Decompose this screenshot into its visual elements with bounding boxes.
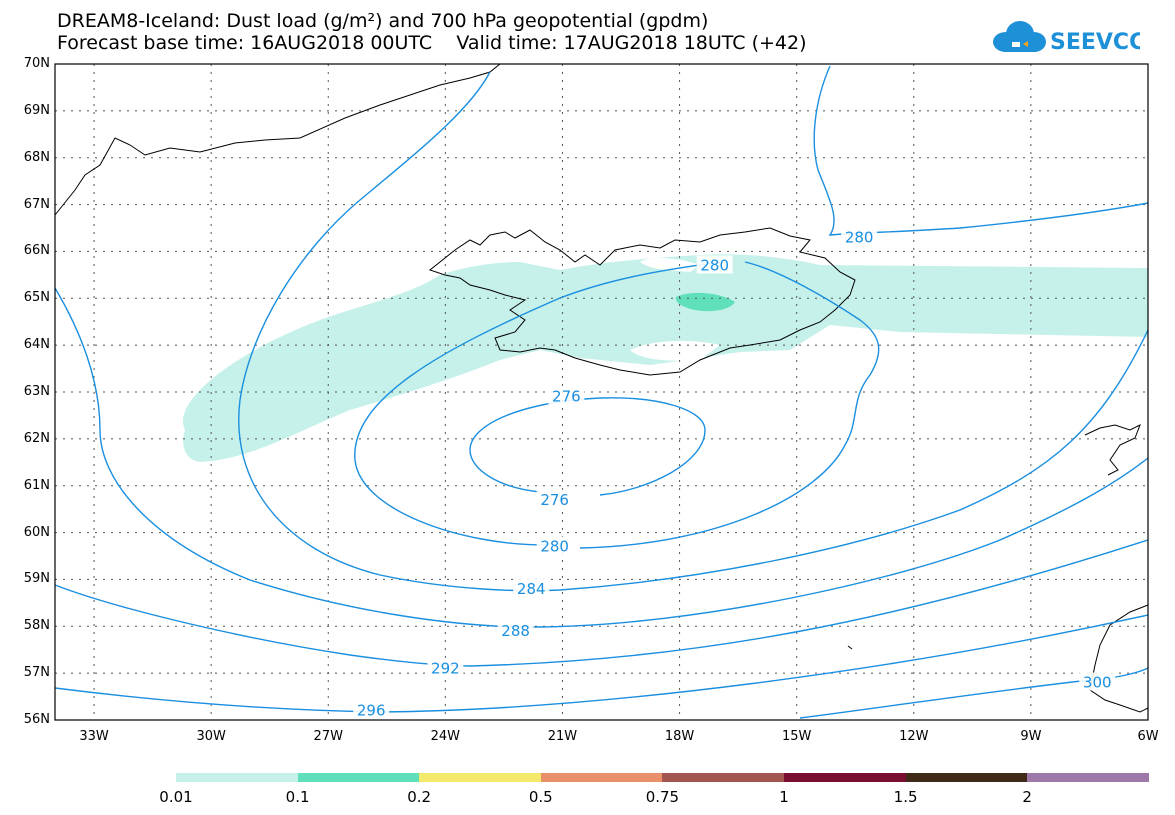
contour-label: 296 bbox=[357, 702, 386, 720]
contour-label: 280 bbox=[845, 228, 874, 246]
lat-label: 60N bbox=[23, 524, 50, 540]
dust-gap bbox=[640, 258, 700, 272]
lat-label: 62N bbox=[23, 430, 50, 446]
colorbar-segment bbox=[297, 773, 420, 782]
contour-label: 280 bbox=[700, 256, 729, 274]
seevccc-logo: SEEVCCC bbox=[993, 21, 1140, 55]
contour-292 bbox=[54, 539, 1149, 667]
lat-label: 66N bbox=[23, 243, 50, 259]
contour-label-bg bbox=[427, 658, 464, 677]
lon-label: 24W bbox=[430, 729, 461, 744]
contour-label-bg bbox=[536, 489, 573, 508]
contour-label-bg bbox=[1079, 672, 1116, 691]
dust-load-field bbox=[182, 254, 1149, 462]
contour-label-bg bbox=[513, 578, 550, 597]
contour-280-inner bbox=[354, 261, 880, 549]
colorbar-label: 0.01 bbox=[159, 788, 193, 806]
colorbar-label: 0.1 bbox=[285, 788, 310, 806]
colorbar-segment bbox=[419, 773, 541, 782]
contour-label-bg bbox=[841, 227, 878, 246]
iceland-coastline bbox=[428, 227, 856, 376]
contour-296 bbox=[54, 614, 1149, 713]
lat-label: 56N bbox=[23, 712, 50, 727]
colorbar-segment bbox=[905, 773, 1028, 782]
colorbar-segment bbox=[662, 773, 784, 782]
contour-label: 292 bbox=[431, 659, 460, 677]
contour-300 bbox=[799, 667, 1149, 719]
contour-label-bg bbox=[548, 386, 585, 405]
islet bbox=[847, 645, 853, 650]
contour-label: 276 bbox=[540, 491, 569, 509]
lon-label: 9W bbox=[1020, 729, 1042, 744]
map-frame bbox=[54, 63, 1149, 721]
lon-label: 21W bbox=[547, 729, 578, 744]
contour-label-bg bbox=[497, 620, 534, 639]
colorbar-label: 2 bbox=[1022, 788, 1032, 806]
lon-label: 18W bbox=[664, 729, 695, 744]
contour-280-outer bbox=[813, 65, 1149, 236]
lat-label: 70N bbox=[23, 56, 50, 71]
cloud-icon bbox=[993, 21, 1046, 52]
contour-label: 300 bbox=[1083, 674, 1112, 692]
colorbar-label: 0.75 bbox=[645, 788, 680, 806]
contour-label-bg bbox=[353, 700, 390, 719]
colorbar-label: 0.5 bbox=[528, 788, 553, 806]
dust-gap bbox=[630, 340, 720, 361]
lat-label: 61N bbox=[23, 477, 50, 493]
lat-label: 67N bbox=[23, 196, 50, 212]
lon-label: 33W bbox=[79, 729, 109, 744]
contour-284 bbox=[238, 71, 1149, 592]
lat-label: 65N bbox=[23, 290, 50, 306]
contour-label-bg bbox=[536, 536, 573, 555]
contour-label: 280 bbox=[540, 538, 569, 556]
logo-text: SEEVCCC bbox=[1050, 30, 1140, 55]
contour-276 bbox=[469, 397, 706, 496]
lat-label: 57N bbox=[23, 665, 50, 681]
lat-label: 64N bbox=[23, 337, 50, 353]
lat-label: 59N bbox=[23, 571, 50, 587]
colorbar-segment bbox=[784, 773, 906, 782]
colorbar-label: 1.5 bbox=[893, 788, 918, 806]
map-subtitle: Forecast base time: 16AUG2018 00UTC Vali… bbox=[57, 32, 807, 54]
lon-label: 15W bbox=[781, 729, 812, 744]
map-title: DREAM8-Iceland: Dust load (g/m²) and 700… bbox=[57, 10, 709, 32]
contour-label-bg bbox=[696, 255, 733, 274]
contour-labels: 276 276 280 280 280 284 288 292 296 300 bbox=[353, 227, 1116, 720]
colorbar-label: 0.2 bbox=[407, 788, 432, 806]
lat-label: 63N bbox=[23, 384, 50, 399]
dust-region-mid bbox=[675, 292, 735, 312]
colorbar-segment bbox=[176, 773, 298, 782]
lon-label: 30W bbox=[196, 729, 226, 744]
lat-label: 69N bbox=[23, 102, 50, 118]
lon-label: 12W bbox=[899, 729, 929, 744]
lat-label: 58N bbox=[23, 618, 50, 634]
colorbar-segment bbox=[540, 773, 663, 782]
contour-label: 284 bbox=[517, 580, 546, 598]
lat-label: 68N bbox=[23, 149, 50, 165]
lon-label: 6W bbox=[1137, 729, 1159, 744]
contour-label: 288 bbox=[501, 622, 530, 640]
colorbar-label: 1 bbox=[779, 788, 789, 806]
contour-288 bbox=[54, 287, 1149, 628]
lon-label: 27W bbox=[313, 729, 343, 744]
colorbar-segment bbox=[1027, 773, 1149, 782]
greenland-coastline bbox=[54, 63, 501, 216]
faroe-coastline bbox=[1084, 423, 1141, 476]
contour-label: 276 bbox=[552, 388, 581, 406]
